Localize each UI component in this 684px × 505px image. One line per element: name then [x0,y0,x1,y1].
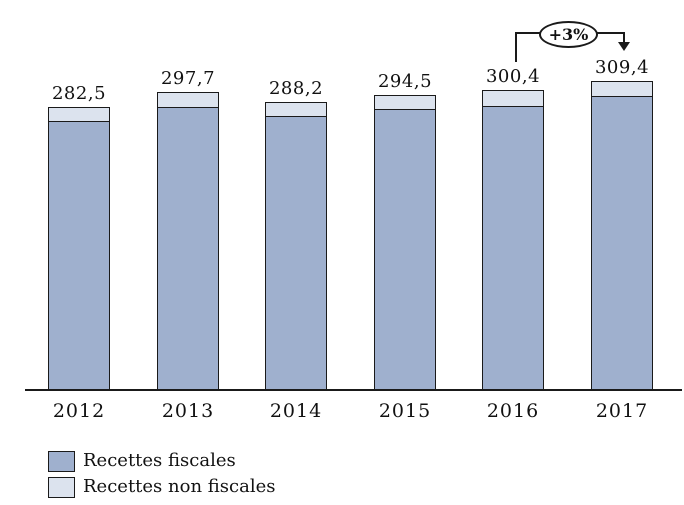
annotation-arrow-shaft [623,32,625,44]
annotation-oval: +3% [539,21,598,48]
value-label-2015: 294,5 [377,71,433,92]
bar-2015 [374,95,436,390]
x-tick-2014: 2014 [269,400,323,422]
value-label-2012: 282,5 [51,83,107,104]
bar-2013 [157,92,219,390]
bar-2012 [48,107,110,390]
bar-2017 [591,81,653,390]
annotation-connector-vertical-left [515,32,517,62]
bar-2017-non-fiscal-segment [592,82,652,97]
legend-swatch-fiscales [48,450,75,472]
legend: Recettes fiscales Recettes non fiscales [48,450,275,498]
bar-2012-non-fiscal-segment [49,108,109,122]
legend-label: Recettes non fiscales [83,476,276,497]
legend-label: Recettes fiscales [83,450,236,471]
value-label-2017: 309,4 [594,57,650,78]
x-tick-2017: 2017 [595,400,649,422]
value-label-2013: 297,7 [160,68,216,89]
bar-2014-non-fiscal-segment [266,103,326,117]
x-tick-2013: 2013 [161,400,215,422]
bar-2015-non-fiscal-segment [375,96,435,110]
x-tick-2012: 2012 [52,400,106,422]
value-label-2014: 288,2 [268,78,324,99]
bar-2016-non-fiscal-segment [483,91,543,107]
annotation-arrow-head-icon [618,42,630,51]
annotation-label: +3% [548,25,589,44]
legend-swatch-non-fiscales [48,476,75,498]
x-tick-2015: 2015 [378,400,432,422]
x-axis-line [25,389,682,391]
bar-2013-non-fiscal-segment [158,93,218,108]
bar-2014 [265,102,327,390]
x-tick-2016: 2016 [486,400,540,422]
legend-item-fiscales: Recettes fiscales [48,450,275,472]
legend-item-non-fiscales: Recettes non fiscales [48,476,275,498]
bar-2016 [482,90,544,390]
value-label-2016: 300,4 [485,66,541,87]
